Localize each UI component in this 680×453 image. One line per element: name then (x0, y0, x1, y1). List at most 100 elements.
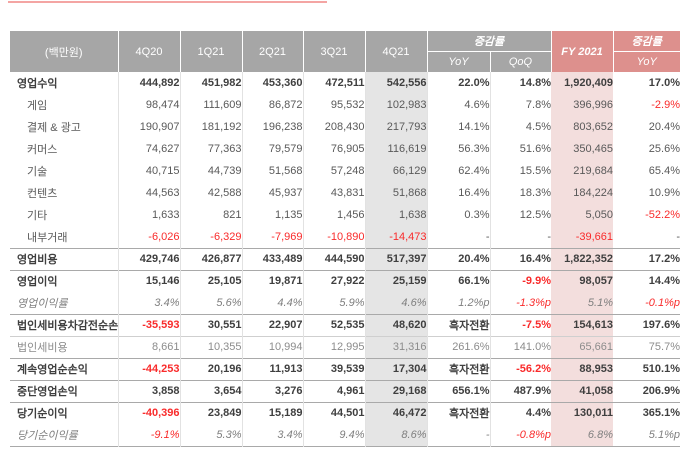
row-label: 기타 (27, 210, 48, 222)
cell-2q21: 86,872 (241, 94, 303, 116)
row-label: 중단영업손익 (10, 379, 118, 402)
cell-4q20: -44,253 (117, 357, 180, 380)
cell-2q21: 45,937 (241, 182, 303, 204)
table-body: 영업수익 444,892 451,982 453,360 472,511 542,556 2… (10, 72, 680, 446)
row-label: 영업수익 (17, 78, 58, 90)
row-label: 게임 (27, 100, 48, 112)
cell-1q21: 25,105 (179, 269, 242, 292)
cell-qoq: 4.4% (489, 401, 551, 424)
cell-yoy: - (426, 226, 490, 248)
cell-1q21: 111,609 (179, 94, 242, 116)
cell-4q21: 29,168 (364, 379, 427, 402)
cell-3q21: 4,961 (302, 379, 365, 402)
cell-3q21: 1,456 (302, 204, 365, 226)
cell-4q21: 1,638 (364, 204, 427, 226)
cell-3q21: 44,501 (302, 401, 365, 424)
cell-3q21: 39,539 (302, 357, 365, 380)
cell-4q21: 517,397 (364, 247, 427, 270)
cell-qoq: 15.5% (489, 160, 551, 182)
cell-2q21: 15,189 (241, 401, 303, 424)
cell-2q21: 79,579 (241, 138, 303, 160)
cell-4q20: 190,907 (117, 116, 180, 138)
cell-1q21: 23,849 (179, 401, 242, 424)
table-row: 결제 & 광고 190,907 181,192 196,238 208,430 217,7… (10, 116, 680, 138)
cell-4q21: 542,556 (364, 72, 427, 94)
cell-qoq: - (489, 226, 551, 248)
cell-fy-yoy: - (676, 230, 680, 243)
cell-yoy: 0.3% (426, 204, 490, 226)
cell-yoy: 20.4% (426, 247, 490, 270)
cell-yoy: 56.3% (426, 138, 490, 160)
table-row: 게임 98,474 111,609 86,872 95,532 102,983 4.6% 7.… (10, 94, 680, 116)
table-row: 내부거래 -6,026 -6,329 -7,969 -10,890 -14,473- - -3… (10, 226, 680, 248)
cell-yoy: 흑자전환 (426, 313, 490, 336)
cell-qoq: 18.3% (489, 182, 551, 204)
cell-1q21: 426,877 (179, 247, 242, 270)
cell-yoy: 16.4% (426, 182, 490, 204)
cell-2q21: 433,489 (241, 247, 303, 270)
row-label: 컨텐츠 (27, 188, 58, 200)
table-row: 영업이익 15,146 25,105 19,871 27,922 25,159 66.1% -… (10, 269, 680, 292)
cell-4q21: 31,316 (364, 335, 427, 358)
cell-2q21: 51,568 (241, 160, 303, 182)
cell-fy2021: 1,822,352 (551, 247, 613, 270)
table-row: 당기순이익률 -9.1% 5.3% 3.4% 9.4% 8.6% - -0.8%p 6.8% 5.… (10, 424, 680, 446)
cell-4q20: -6,026 (117, 226, 180, 248)
table-row: 커머스 74,627 77,363 79,579 76,905 116,619 56.3% 5… (10, 138, 680, 160)
cell-4q21: 4.6% (364, 292, 427, 314)
row-label: 내부거래 (27, 231, 68, 244)
cell-fy2021: 130,011 (551, 401, 613, 424)
cell-2q21: 10,994 (241, 335, 303, 358)
column-header-4q21: 4Q21 (364, 31, 427, 72)
column-header-fy2021: FY 2021 (550, 31, 613, 72)
cell-yoy: - (426, 424, 490, 446)
column-header-4q20: 4Q20 (117, 31, 180, 72)
cell-fy-yoy: 10.9% (648, 187, 680, 199)
cell-1q21: 3,654 (179, 379, 242, 402)
cell-fy-yoy: 206.9% (613, 379, 680, 402)
cell-1q21: 821 (179, 204, 242, 226)
cell-4q21: 48,620 (364, 313, 427, 336)
table-row: 영업이익률 3.4% 5.6% 4.4% 5.9% 4.6% 1.2%p -1.3%p 5.1%… (10, 292, 680, 314)
cell-4q20: -40,396 (117, 401, 180, 424)
cell-fy-yoy: 17.0% (648, 77, 680, 89)
cell-yoy: 62.4% (426, 160, 490, 182)
title-underline-rule (8, 1, 327, 3)
cell-fy-yoy: 25.6% (648, 143, 680, 155)
row-label: 영업이익 (10, 269, 118, 292)
cell-3q21: 472,511 (302, 72, 365, 94)
cell-2q21: 11,913 (241, 357, 303, 380)
column-header-unit: (백만원) (10, 31, 118, 72)
column-header-qoq: QoQ (489, 51, 551, 72)
cell-fy2021: 6.8% (551, 424, 613, 446)
cell-4q21: 25,159 (364, 269, 427, 292)
cell-1q21: 20,196 (179, 357, 242, 380)
cell-4q20: 98,474 (117, 94, 180, 116)
financial-results-table: (백만원) 4Q20 1Q21 2Q21 3Q21 4Q21 증감률 FY 20… (10, 31, 680, 447)
cell-yoy: 흑자전환 (426, 357, 490, 380)
cell-fy2021: 219,684 (551, 160, 613, 182)
row-label: 법인세비용 (10, 335, 118, 358)
cell-4q21: 51,868 (364, 182, 427, 204)
column-header-fy-change-group: 증감률 (612, 31, 680, 52)
cell-4q21: 17,304 (364, 357, 427, 380)
cell-fy2021: 5.1% (551, 292, 613, 314)
cell-yoy: 1.2%p (426, 292, 490, 314)
cell-1q21: 10,355 (179, 335, 242, 358)
cell-3q21: 12,995 (302, 335, 365, 358)
cell-2q21: 3.4% (241, 424, 303, 446)
cell-3q21: -10,890 (302, 226, 365, 248)
cell-qoq: 51.6% (489, 138, 551, 160)
column-header-change-group: 증감률 (426, 31, 551, 52)
cell-4q21: 66,129 (364, 160, 427, 182)
table-row: 당기순이익 -40,396 23,849 15,189 44,501 46,472 흑자전환… (10, 401, 680, 424)
cell-3q21: 9.4% (302, 424, 365, 446)
cell-2q21: 3,276 (241, 379, 303, 402)
cell-1q21: 181,192 (179, 116, 242, 138)
cell-fy2021: 98,057 (551, 269, 613, 292)
cell-2q21: 1,135 (241, 204, 303, 226)
table-row: 중단영업손익 3,858 3,654 3,276 4,961 29,168 656.1% 48… (10, 379, 680, 402)
cell-3q21: 76,905 (302, 138, 365, 160)
row-label: 커머스 (27, 144, 58, 156)
cell-3q21: 43,831 (302, 182, 365, 204)
